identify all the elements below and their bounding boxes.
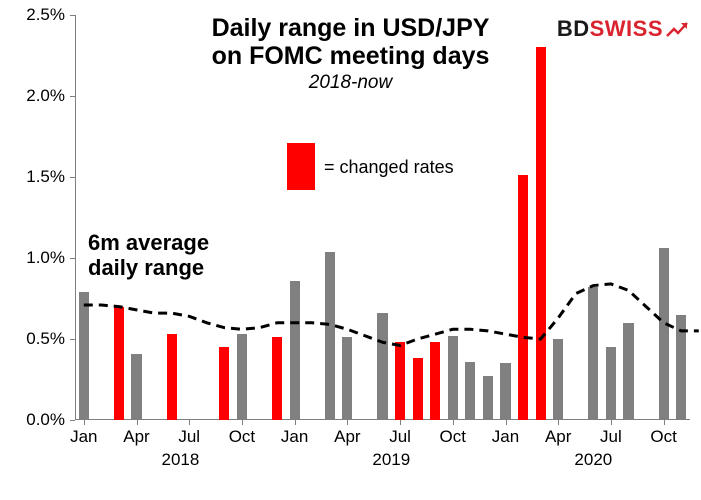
x-axis-label: Oct [650,427,676,447]
bar [290,281,300,420]
bar [659,248,669,420]
bar [483,376,493,420]
bar [237,334,247,420]
x-tick [137,420,138,425]
annotation-6m-avg: 6m averagedaily range [88,230,209,281]
x-tick [558,420,559,425]
bar [465,362,475,420]
bar [79,292,89,420]
legend-swatch [287,143,315,190]
bar [448,336,458,420]
bar [518,175,528,420]
x-tick [189,420,190,425]
bar [606,347,616,420]
x-axis-label: Jul [600,427,622,447]
bar [114,307,124,420]
x-axis-label: Jan [281,427,308,447]
bar [342,337,352,420]
bar [430,342,440,420]
chart-title-line2: on FOMC meeting days [0,42,701,71]
chart-container: 0.0%0.5%1.0%1.5%2.0%2.5%JanAprJulOctJanA… [0,0,701,500]
year-label: 2019 [372,450,410,470]
x-axis-label: Apr [545,427,571,447]
y-axis-label: 0.5% [0,329,65,349]
x-tick [453,420,454,425]
x-axis-label: Jul [389,427,411,447]
x-axis-label: Jul [178,427,200,447]
x-tick [295,420,296,425]
bar [219,347,229,420]
bar [413,358,423,420]
bar [377,313,387,420]
x-tick [400,420,401,425]
bdswiss-logo: BDSWISS [557,16,689,42]
x-axis-label: Oct [440,427,466,447]
y-tick [70,96,75,97]
y-tick [70,339,75,340]
logo-arrow-icon [665,20,689,40]
y-tick [70,420,75,421]
x-tick [347,420,348,425]
y-axis-label: 1.0% [0,248,65,268]
bar [623,323,633,420]
bar [500,363,510,420]
bar [395,342,405,420]
bar [536,47,546,420]
bar [588,287,598,420]
x-axis-label: Apr [123,427,149,447]
bar [167,334,177,420]
x-tick [84,420,85,425]
y-tick [70,177,75,178]
chart-subtitle: 2018-now [0,72,701,94]
year-label: 2018 [162,450,200,470]
x-tick [242,420,243,425]
y-axis-label: 0.0% [0,410,65,430]
x-axis-label: Jan [492,427,519,447]
x-tick [611,420,612,425]
year-label: 2020 [574,450,612,470]
x-axis-label: Oct [229,427,255,447]
x-tick [506,420,507,425]
bar [325,252,335,420]
bar [676,315,686,420]
y-tick [70,258,75,259]
legend-text: = changed rates [324,157,454,178]
x-axis-label: Jan [70,427,97,447]
y-axis-label: 1.5% [0,167,65,187]
bar [131,354,141,420]
bar [553,339,563,420]
x-axis-label: Apr [334,427,360,447]
bar [272,337,282,420]
x-tick [664,420,665,425]
